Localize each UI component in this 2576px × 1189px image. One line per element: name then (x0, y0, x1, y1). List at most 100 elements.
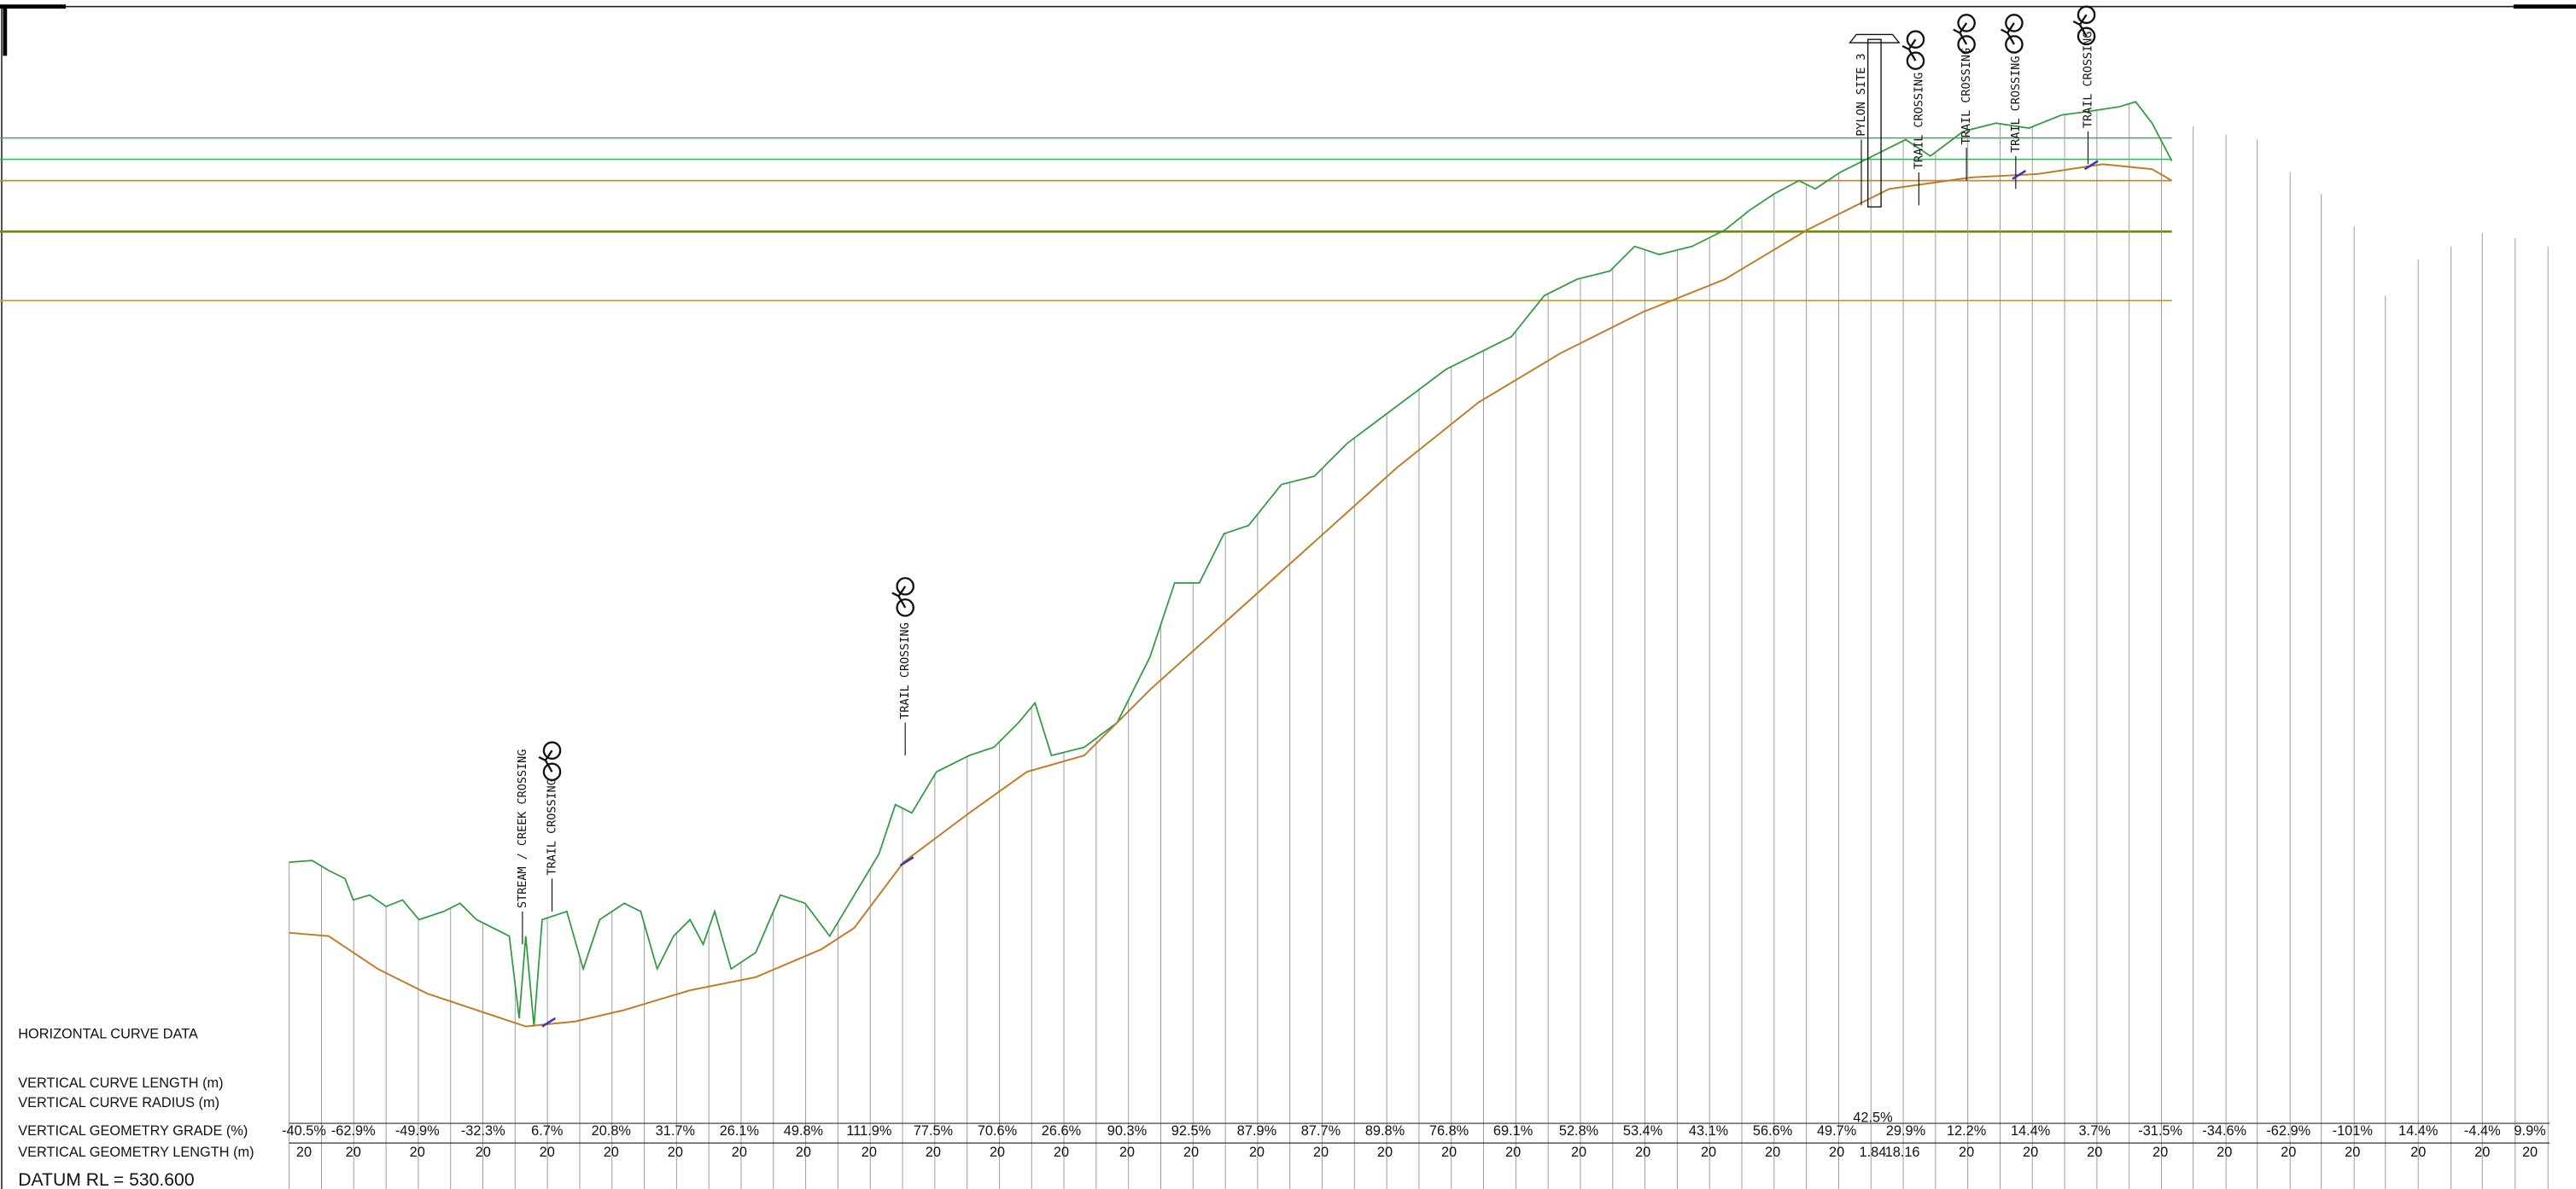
length-label: 20 (862, 1145, 877, 1160)
crossing-mark (899, 856, 914, 867)
length-label: 20 (1441, 1145, 1457, 1160)
length-label: 20 (1765, 1145, 1780, 1160)
bike-icon (1906, 30, 1925, 49)
grade-label: 31.7% (656, 1123, 695, 1139)
bike-icon (1953, 22, 1968, 45)
grade-label: 77.5% (914, 1123, 953, 1139)
row-label: VERTICAL GEOMETRY LENGTH (m) (18, 1145, 254, 1160)
length-label: 20 (2410, 1145, 2426, 1160)
length-label: 20 (2153, 1145, 2168, 1160)
station-lines (289, 103, 2549, 1189)
length-label: 20 (1829, 1145, 1844, 1160)
grade-label: 26.1% (720, 1123, 759, 1139)
length-label: 20 (1249, 1145, 1265, 1160)
length-label: 18.16 (1885, 1145, 1920, 1160)
length-label: 20 (1505, 1145, 1521, 1160)
length-label: 20 (2087, 1145, 2102, 1160)
grade-label: 70.6% (978, 1123, 1017, 1139)
length-label: 20 (540, 1145, 555, 1160)
row-label: VERTICAL CURVE LENGTH (m) (18, 1075, 223, 1091)
length-label: 20 (990, 1145, 1005, 1160)
grade-label: 92.5% (1171, 1123, 1211, 1139)
bike-icon (2077, 26, 2096, 46)
length-label: 20 (410, 1145, 425, 1160)
annotation: TRAIL CROSSING (1913, 73, 1925, 169)
grade-label: 87.7% (1301, 1123, 1341, 1139)
grade-label: 56.6% (1753, 1123, 1792, 1139)
grade-label: 43.1% (1689, 1123, 1728, 1139)
length-label: 20 (296, 1145, 312, 1160)
annotation: TRAIL CROSSING (546, 778, 559, 875)
length-label: 20 (1959, 1145, 1974, 1160)
length-label: 20 (1313, 1145, 1329, 1160)
length-label: 20 (1183, 1145, 1199, 1160)
grade-label: 53.4% (1623, 1123, 1662, 1139)
grade-label: 26.6% (1042, 1123, 1081, 1139)
annotation: TRAIL CROSSING (2082, 32, 2095, 128)
crossing-mark (541, 1017, 557, 1028)
grade-label: 9.9% (2514, 1123, 2545, 1139)
grade-label: 49.8% (784, 1123, 823, 1139)
grade-label: 111.9% (846, 1123, 891, 1139)
annotation: TRAIL CROSSING (899, 622, 912, 719)
bike-icon (542, 741, 562, 761)
annotation: TRAIL CROSSING (2010, 56, 2023, 153)
grade-label: 87.9% (1237, 1123, 1276, 1139)
existing-ground (289, 101, 2173, 1027)
grade-label: -49.9% (395, 1123, 440, 1139)
grade-label: 89.8% (1365, 1123, 1405, 1139)
grade-label: -32.3% (461, 1123, 505, 1139)
pylon (1867, 38, 1882, 208)
annotations: STREAM / CREEK CROSSING TRAIL CROSSING TRA… (517, 5, 2099, 1028)
length-label: 20 (2522, 1145, 2538, 1160)
grade-label: -4.4% (2464, 1123, 2501, 1139)
grade-label: 52.8% (1559, 1123, 1598, 1139)
bike-icon (1957, 14, 1976, 32)
length-label: 20 (604, 1145, 619, 1160)
length-label: 20 (2217, 1145, 2232, 1160)
grade-label: 20.8% (592, 1123, 631, 1139)
length-label: 20 (1119, 1145, 1135, 1160)
length-label: 20 (796, 1145, 811, 1160)
grade-label: 42.5% (1853, 1110, 1892, 1126)
length-label: 20 (668, 1145, 683, 1160)
length-label: 20 (1701, 1145, 1716, 1160)
grade-label: 29.9% (1886, 1123, 1925, 1139)
length-label: 1.84 (1860, 1145, 1887, 1160)
grade-label: 69.1% (1493, 1123, 1533, 1139)
grade-label: -34.6% (2202, 1123, 2246, 1139)
annotation: TRAIL CROSSING (1960, 48, 1973, 144)
grade-label: 49.7% (1817, 1123, 1856, 1139)
grade-label: -40.5% (282, 1123, 326, 1139)
grade-label: 6.7% (531, 1123, 563, 1139)
length-label: 20 (926, 1145, 941, 1160)
annotation: STREAM / CREEK CROSSING (517, 749, 529, 908)
length-label: 20 (2345, 1145, 2360, 1160)
grade-label: -31.5% (2138, 1123, 2182, 1139)
crossing-mark (2012, 170, 2027, 180)
crossing-mark (2083, 160, 2099, 171)
grade-label: -101% (2333, 1123, 2373, 1139)
bike-icon (891, 586, 907, 609)
datum-label: DATUM RL = 530.600 (18, 1170, 194, 1189)
grade-label: 76.8% (1429, 1123, 1469, 1139)
length-label: 20 (1571, 1145, 1586, 1160)
design-line (289, 163, 2173, 1028)
row-label: HORIZONTAL CURVE DATA (18, 1026, 198, 1041)
bike-icon (1957, 35, 1976, 54)
grade-label: 3.7% (2079, 1123, 2111, 1139)
bike-icon (896, 598, 914, 617)
length-label: 20 (1377, 1145, 1393, 1160)
geometry-table: -40.5% 20 -62.9% 20 -49.9% 20 -32.3% 20 6.7% 20 20… (282, 1110, 2546, 1160)
grade-label: -62.9% (2266, 1123, 2310, 1139)
length-label: 20 (732, 1145, 747, 1160)
bike-icon (542, 762, 562, 782)
bike-icon (2001, 22, 2015, 45)
row-label: VERTICAL CURVE RADIUS (m) (18, 1095, 219, 1110)
length-label: 20 (476, 1145, 491, 1160)
bike-icon (2005, 35, 2024, 54)
length-label: 20 (2474, 1145, 2490, 1160)
bike-icon (896, 577, 914, 596)
length-label: 20 (1635, 1145, 1650, 1160)
